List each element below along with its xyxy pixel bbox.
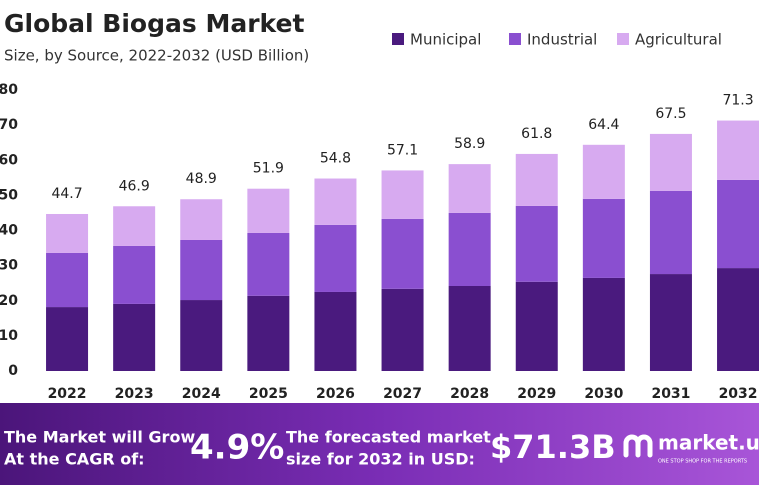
total-label: 58.9 <box>454 136 485 152</box>
x-tick-label: 2031 <box>651 386 690 402</box>
chart-subtitle: Size, by Source, 2022-2032 (USD Billion) <box>4 47 309 65</box>
total-label: 61.8 <box>521 126 552 142</box>
banner <box>0 403 759 485</box>
total-label: 67.5 <box>655 106 686 122</box>
x-tick-label: 2022 <box>48 386 87 402</box>
bar-segment <box>113 206 156 246</box>
bar-segment <box>515 205 558 282</box>
y-tick-label: 10 <box>0 328 18 344</box>
bar-segment <box>649 133 692 191</box>
brand-logo <box>623 434 653 458</box>
banner-text: The Market will Grow <box>4 428 195 447</box>
bar-segment <box>46 307 89 371</box>
x-tick-label: 2024 <box>182 386 221 402</box>
bar-segment <box>247 295 290 371</box>
legend-label: Agricultural <box>635 31 722 49</box>
y-tick-label: 0 <box>8 363 18 379</box>
total-label: 54.8 <box>320 151 351 167</box>
bar-segment <box>314 224 357 292</box>
banner-text: size for 2032 in USD: <box>286 450 475 469</box>
bar-segment <box>46 252 89 308</box>
x-tick-label: 2023 <box>115 386 154 402</box>
legend-label: Industrial <box>527 31 597 49</box>
x-tick-label: 2032 <box>719 386 758 402</box>
bar-segment <box>448 285 491 371</box>
bar-segment <box>649 190 692 275</box>
bar-segment <box>247 232 290 296</box>
bar-segment <box>381 170 424 219</box>
bar-segment <box>515 153 558 206</box>
bar-segment <box>649 274 692 371</box>
total-label: 57.1 <box>387 142 418 158</box>
bar-segment <box>448 164 491 213</box>
y-tick-label: 20 <box>0 293 18 309</box>
total-label: 46.9 <box>119 178 150 194</box>
bar-segment <box>381 218 424 289</box>
cagr-value: 4.9% <box>190 428 284 468</box>
bar-segment <box>717 268 759 371</box>
tagline: ONE STOP SHOP FOR THE REPORTS <box>658 459 747 465</box>
bar-segment <box>113 245 156 304</box>
banner-text: At the CAGR of: <box>4 450 145 469</box>
y-tick-label: 80 <box>0 82 18 98</box>
total-label: 51.9 <box>253 161 284 177</box>
y-tick-label: 30 <box>0 258 18 274</box>
bar-segment <box>113 303 156 371</box>
x-tick-label: 2030 <box>584 386 623 402</box>
total-label: 71.3 <box>722 93 753 109</box>
x-tick-label: 2028 <box>450 386 489 402</box>
bar-segment <box>314 291 357 371</box>
bar-segment <box>582 144 625 199</box>
total-label: 48.9 <box>186 171 217 187</box>
total-label: 44.7 <box>51 186 82 202</box>
y-tick-label: 60 <box>0 152 18 168</box>
bar-segment <box>180 300 223 371</box>
y-tick-label: 70 <box>0 117 18 133</box>
bar-segment <box>381 288 424 371</box>
bar-segment <box>582 277 625 371</box>
bar-segment <box>314 178 357 225</box>
x-tick-label: 2026 <box>316 386 355 402</box>
legend-swatch <box>392 33 404 45</box>
chart-title: Global Biogas Market <box>4 9 304 38</box>
bar-segment <box>515 281 558 371</box>
bar-segment <box>717 179 759 269</box>
bar-segment <box>717 120 759 180</box>
forecast-value: $71.3B <box>490 428 616 466</box>
banner-text: The forecasted market <box>286 428 491 447</box>
bar-segment <box>448 212 491 286</box>
total-label: 64.4 <box>588 117 619 133</box>
bar-segment <box>46 213 89 253</box>
brand: market.us <box>658 431 759 455</box>
x-tick-label: 2025 <box>249 386 288 402</box>
legend-swatch <box>509 33 521 45</box>
legend-label: Municipal <box>410 31 481 49</box>
x-tick-label: 2027 <box>383 386 422 402</box>
bar-segment <box>247 188 290 233</box>
bar-segment <box>582 198 625 278</box>
legend-swatch <box>617 33 629 45</box>
y-tick-label: 50 <box>0 187 18 203</box>
x-tick-label: 2029 <box>517 386 556 402</box>
y-tick-label: 40 <box>0 223 18 239</box>
bar-segment <box>180 199 223 240</box>
bar-segment <box>180 239 223 301</box>
